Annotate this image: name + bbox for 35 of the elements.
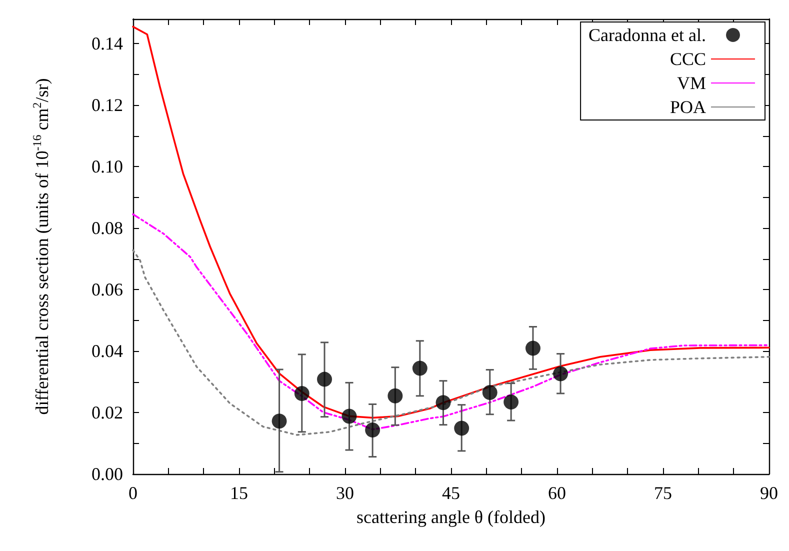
y-axis-title: differential cross section (units of 10-16 cm2/sr): [30, 78, 52, 415]
y-tick-label: 0.14: [92, 34, 123, 54]
legend-label: POA: [670, 97, 706, 117]
point: [482, 385, 498, 400]
x-tick-label: 60: [548, 483, 566, 503]
y-tick-label: 0.08: [92, 218, 123, 238]
x-axis-title: scattering angle θ (folded): [356, 507, 546, 527]
x-tick-label: 75: [654, 483, 672, 503]
legend-label: VM: [676, 73, 706, 93]
x-tick-label: 30: [336, 483, 354, 503]
point: [365, 422, 380, 438]
y-tick-label: 0.00: [92, 464, 123, 484]
x-tick-label: 15: [230, 483, 248, 503]
point: [294, 386, 310, 401]
y-tick-label: 0.02: [92, 402, 123, 423]
x-tick-label: 45: [442, 483, 460, 503]
point: [412, 360, 428, 376]
point: [525, 340, 540, 356]
x-tick-label: 0: [128, 483, 138, 503]
point: [504, 394, 519, 410]
point: [317, 372, 332, 387]
point: [388, 388, 403, 404]
point: [553, 366, 568, 382]
y-tick-label: 0.12: [92, 95, 123, 116]
legend-label: CCC: [670, 49, 706, 69]
x-tick-label: 90: [760, 483, 778, 503]
point: [272, 414, 287, 429]
point: [454, 420, 470, 436]
legend-label: Caradonna et al.: [588, 25, 706, 45]
y-tick-label: 0.06: [92, 280, 123, 300]
y-tick-label: 0.04: [92, 341, 123, 362]
line-series: [132, 249, 770, 436]
y-tick-label: 0.10: [92, 156, 123, 177]
point: [436, 395, 451, 410]
point: [342, 408, 357, 424]
